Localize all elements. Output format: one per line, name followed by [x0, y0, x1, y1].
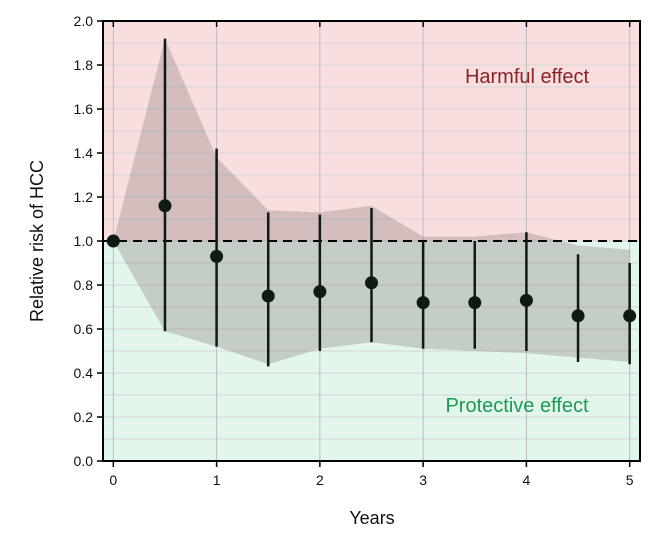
data-point: [571, 309, 585, 323]
y-tick-label: 0.8: [74, 277, 94, 293]
y-tick-label: 0.4: [74, 365, 94, 381]
y-tick-label: 2.0: [74, 13, 94, 29]
x-tick-label: 1: [213, 472, 221, 488]
x-tick-label: 5: [626, 472, 634, 488]
x-tick-label: 4: [523, 472, 531, 488]
y-tick-label: 0.6: [74, 321, 94, 337]
y-tick-label: 1.2: [74, 189, 94, 205]
x-tick-label: 2: [316, 472, 324, 488]
confidence-band: [113, 38, 630, 365]
data-point: [416, 296, 430, 310]
y-tick-label: 0.0: [74, 453, 94, 469]
data-point: [210, 249, 224, 263]
y-tick-label: 1.0: [74, 233, 94, 249]
y-tick-label: 0.2: [74, 409, 94, 425]
y-tick-label: 1.4: [74, 145, 94, 161]
harmful-effect-label: Harmful effect: [465, 66, 590, 88]
data-point: [261, 289, 275, 303]
data-point: [365, 276, 378, 290]
data-point: [519, 293, 533, 307]
y-axis-title: Relative risk of HCC: [27, 160, 47, 322]
data-point: [158, 199, 172, 213]
data-point: [106, 234, 120, 248]
x-axis-title: Years: [349, 508, 394, 528]
y-tick-label: 1.8: [74, 57, 94, 73]
x-tick-label: 0: [109, 472, 117, 488]
data-point: [623, 309, 637, 323]
data-point: [313, 285, 327, 299]
protective-effect-label: Protective effect: [445, 395, 588, 417]
x-tick-label: 3: [419, 472, 427, 488]
y-tick-label: 1.6: [74, 101, 94, 117]
data-point: [468, 296, 482, 310]
